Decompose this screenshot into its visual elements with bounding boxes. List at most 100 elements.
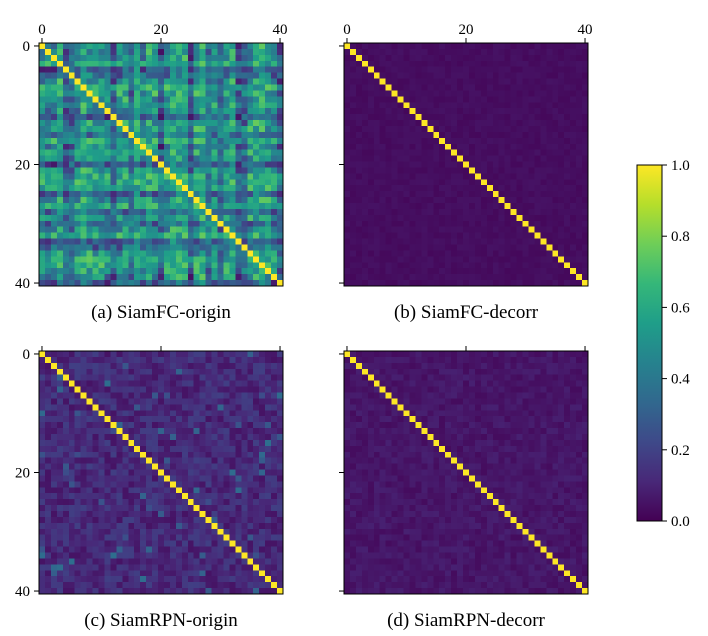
heatmap-cell [486,137,494,145]
heatmap-cell [80,84,87,91]
heatmap-cell [62,78,70,85]
heatmap-cell [235,149,242,156]
heatmap-cell [50,582,58,589]
heatmap-cell [80,558,87,565]
heatmap-cell [163,280,171,287]
heatmap-cell [241,362,248,370]
heatmap-cell [110,505,117,512]
heatmap-cell [56,274,64,281]
heatmap-cell [259,155,266,162]
heatmap-cell [223,540,230,547]
heatmap-cell [158,280,165,287]
heatmap-cell [158,463,165,470]
heatmap-cell [163,90,171,97]
heatmap-cell [510,114,517,121]
heatmap-cell [427,125,434,133]
heatmap-cell [104,274,111,281]
heatmap-cell [397,197,404,204]
heatmap-cell [211,368,218,376]
heatmap-cell [457,238,464,245]
heatmap-cell [140,457,147,464]
heatmap-cell [223,256,230,263]
heatmap-cell [92,416,99,423]
heatmap-cell [415,268,422,275]
heatmap-cell [50,362,58,370]
heatmap-cell [169,220,177,228]
heatmap-cell [181,161,189,168]
heatmap-cell [187,558,195,565]
heatmap-cell [116,368,123,376]
heatmap-cell [110,511,117,518]
heatmap-cell [169,54,177,62]
heatmap-cell [349,102,357,109]
heatmap-cell [116,161,123,168]
heatmap-cell [56,54,64,62]
heatmap-cell [373,96,381,103]
heatmap-cell [92,125,99,133]
heatmap-cell [56,540,64,547]
heatmap-cell [152,120,159,127]
heatmap-cell [74,404,81,411]
heatmap-cell [98,422,105,429]
heatmap-cell [235,493,242,500]
heatmap-cell [110,463,117,470]
heatmap-cell [385,185,392,192]
heatmap-cell [92,114,99,121]
heatmap-cell [205,90,212,97]
heatmap-cell [271,66,278,73]
heatmap-cell [110,66,117,73]
heatmap-cell [349,238,357,245]
heatmap-cell [564,125,571,133]
heatmap-cell [540,250,547,257]
heatmap-cell [253,197,260,204]
heatmap-cell [433,108,440,115]
heatmap-cell [86,439,93,447]
heatmap-cell [241,428,248,435]
heatmap-cell [253,428,260,435]
heatmap-cell [193,149,200,156]
heatmap-cell [175,356,183,364]
heatmap-cell [385,96,392,103]
heatmap-cell [277,84,284,91]
heatmap-cell [98,576,105,583]
heatmap-cell [344,43,351,50]
heatmap-cell [211,250,218,257]
heatmap-cell [433,155,440,162]
heatmap-cell [116,179,123,186]
heatmap-cells [39,351,284,595]
heatmap-cell [128,392,135,399]
heatmap-cell [62,262,70,269]
heatmap-cell [433,66,440,73]
heatmap-cell [223,511,230,518]
heatmap-cell [181,96,189,103]
heatmap-cell [504,43,511,50]
heatmap-cell [98,528,105,536]
heatmap-cell [534,256,541,263]
heatmap-cell [540,262,547,269]
heatmap-cell [56,493,64,500]
heatmap-cell [158,457,165,464]
heatmap-cell [128,457,135,464]
heatmap-cell [175,570,183,577]
heatmap-cell [116,505,123,512]
heatmap-cell [152,351,159,358]
heatmap-cell [355,60,363,68]
heatmap-cell [385,280,392,287]
heatmap-cell [540,96,547,103]
heatmap-cell [486,256,494,263]
heatmap-cell [259,552,266,559]
heatmap-cell [439,250,446,257]
heatmap-cell [104,108,111,115]
heatmap-cell [92,54,99,62]
heatmap-cell [169,43,177,50]
heatmap-cell [193,125,200,133]
heatmap-cell [558,179,565,186]
heatmap-cell [421,78,428,85]
heatmap-cell [582,167,589,174]
heatmap-cell [433,131,440,139]
heatmap-cell [421,114,428,121]
heatmap-cell [445,143,452,150]
heatmap-cell [480,191,488,198]
heatmap-cell [235,475,242,482]
heatmap-cell [68,72,76,79]
